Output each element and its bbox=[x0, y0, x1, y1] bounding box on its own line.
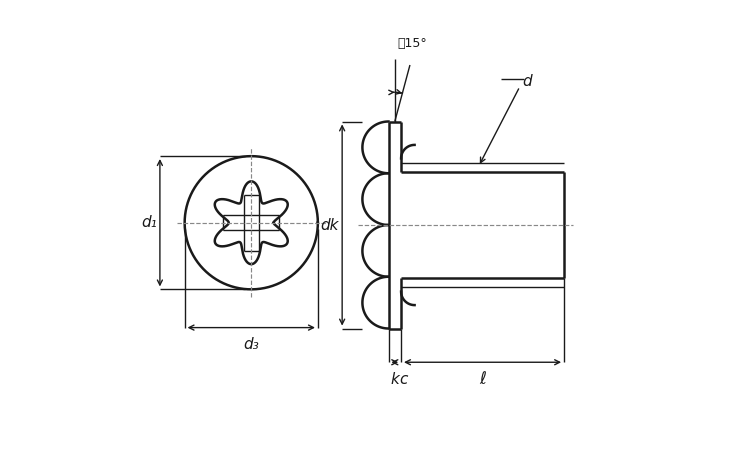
Text: ℓ: ℓ bbox=[479, 370, 486, 388]
Text: 絀15°: 絀15° bbox=[397, 37, 427, 50]
Text: d: d bbox=[523, 73, 532, 89]
Text: k: k bbox=[390, 372, 399, 387]
Text: dk: dk bbox=[320, 217, 339, 233]
Text: d₁: d₁ bbox=[142, 215, 158, 230]
Text: c: c bbox=[399, 372, 407, 387]
Text: d₃: d₃ bbox=[243, 337, 260, 352]
